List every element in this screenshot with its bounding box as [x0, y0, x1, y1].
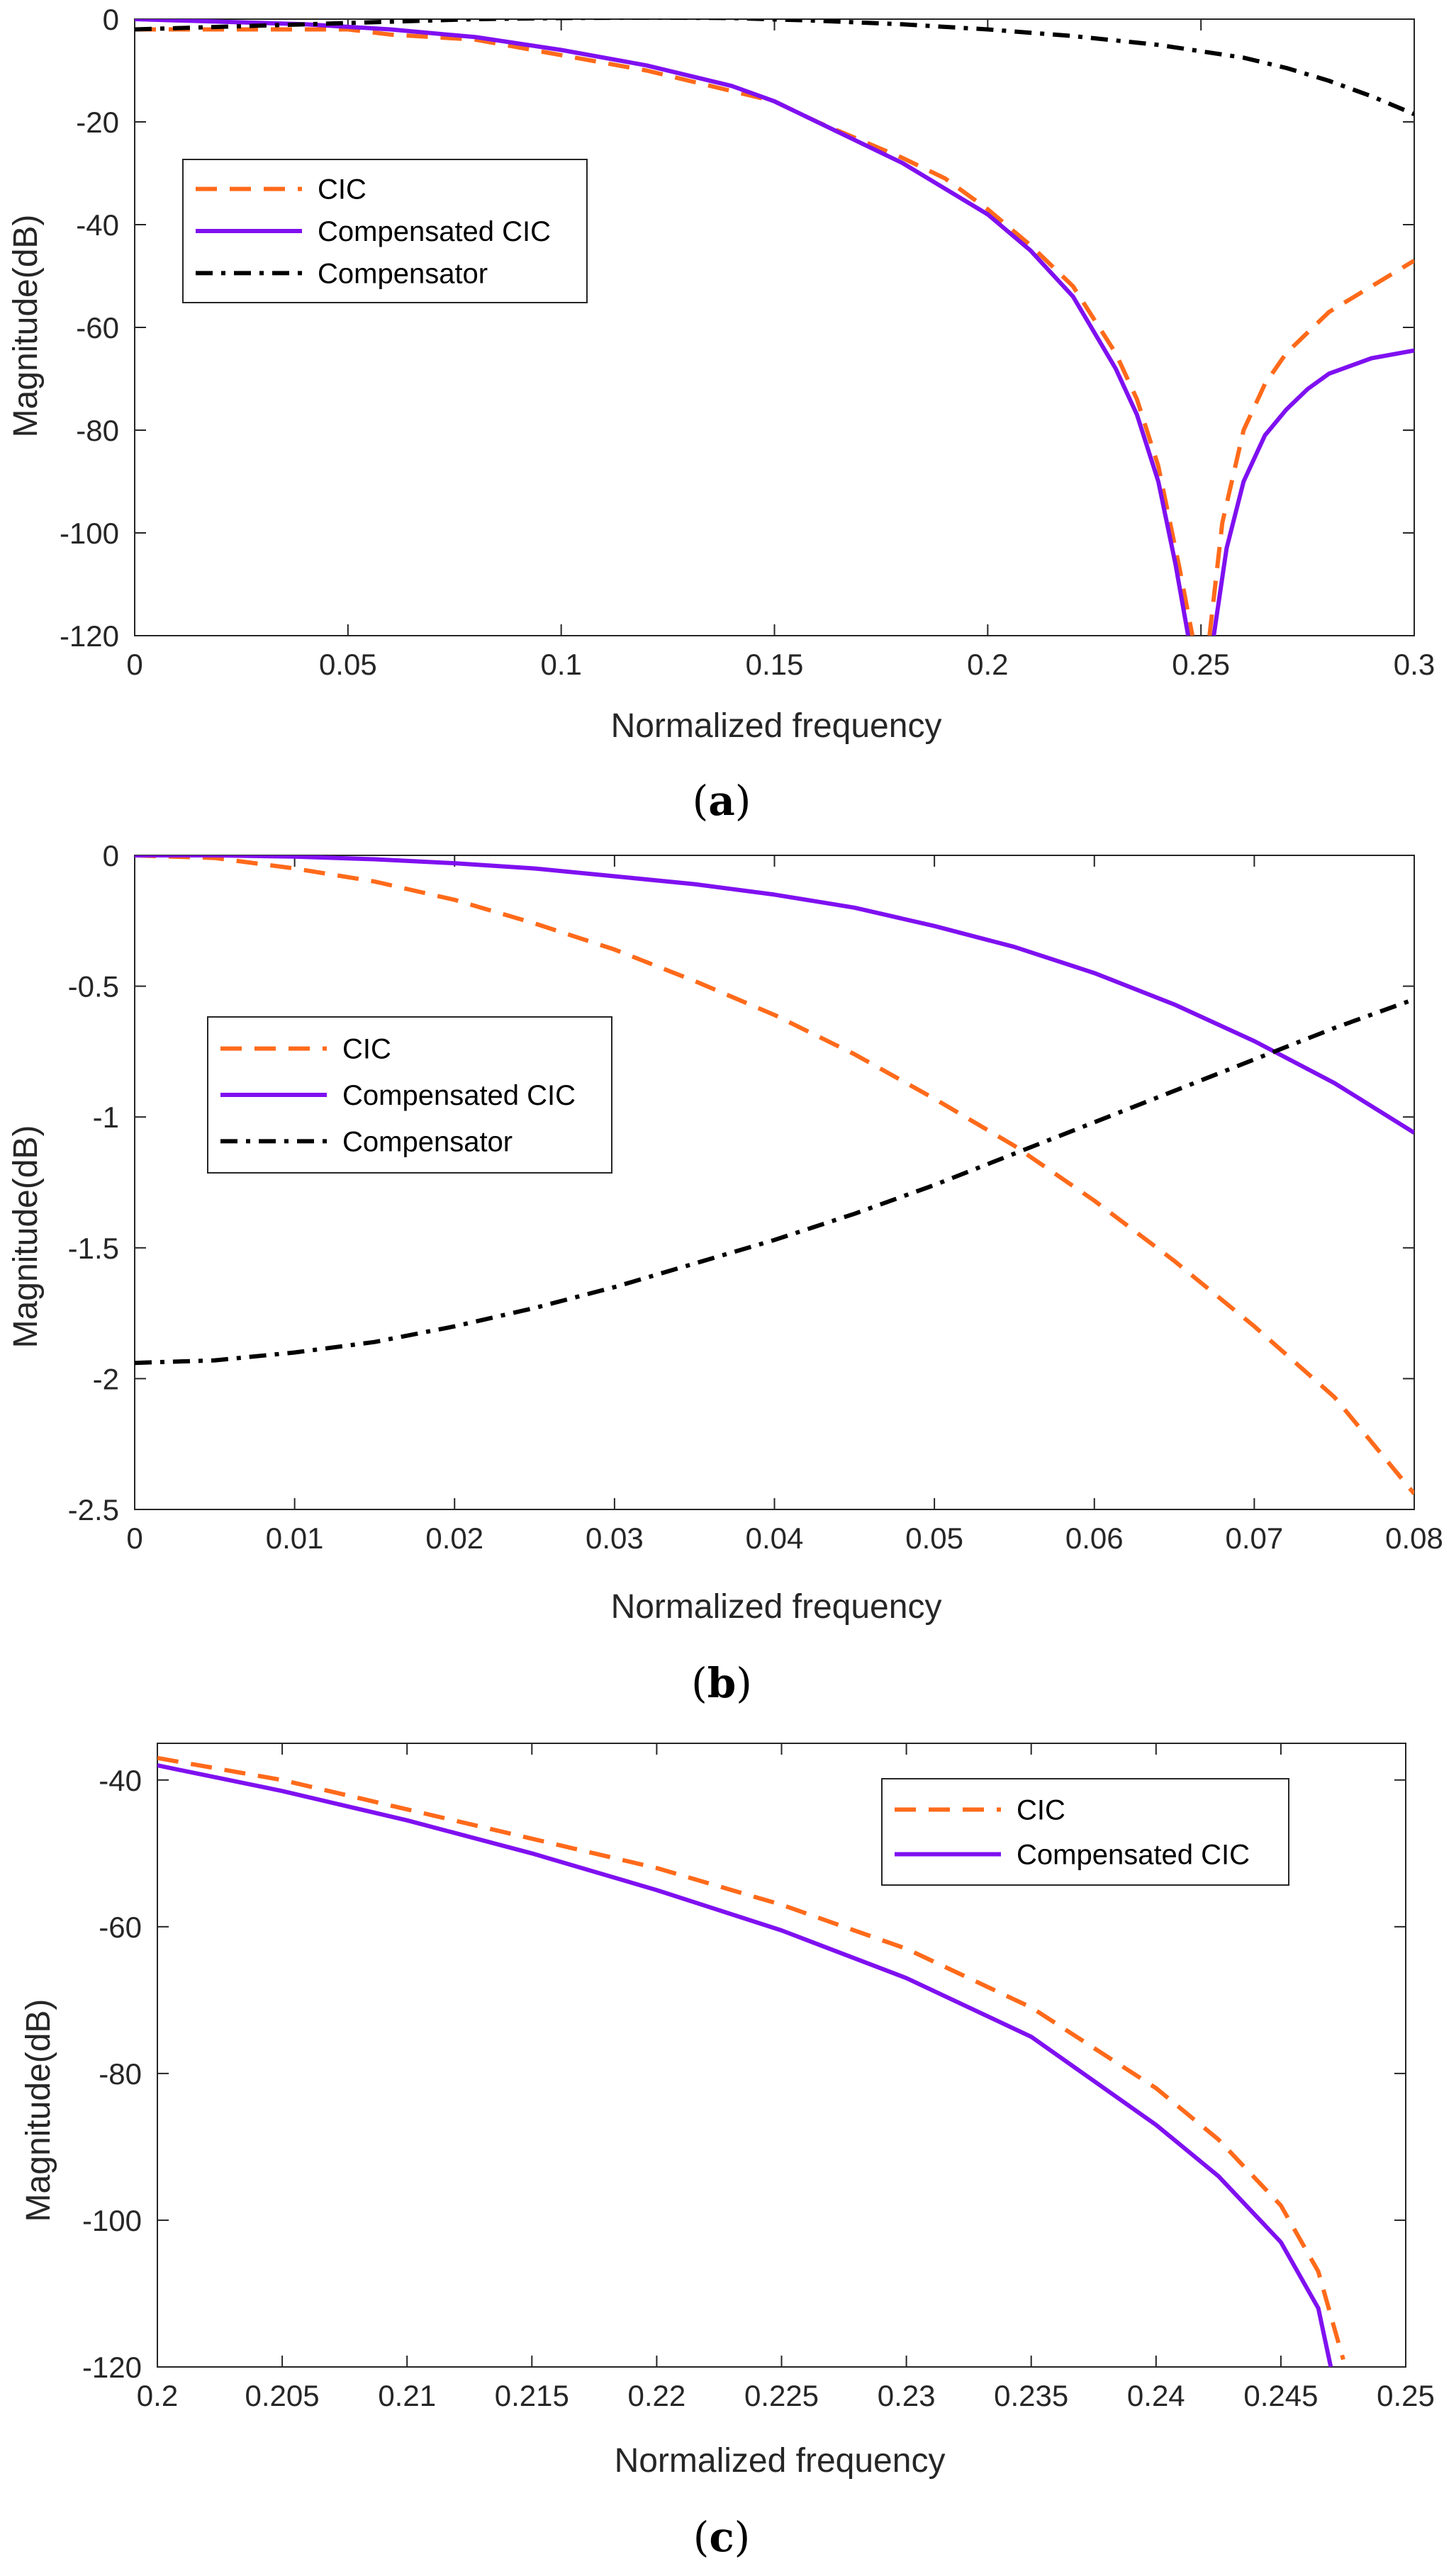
- y-tick-label: -80: [76, 414, 119, 447]
- plot-area: [134, 855, 1415, 1510]
- x-tick-label: 0.3: [1394, 648, 1435, 681]
- y-tick-label: -20: [76, 106, 119, 139]
- x-tick-label: 0.22: [628, 2379, 686, 2412]
- panel-b-ylabel: Magnitude(dB): [7, 1125, 45, 1349]
- legend-label: Compensated CIC: [318, 216, 551, 247]
- panel-c-xlabel: Normalized frequency: [615, 2442, 946, 2480]
- y-tick-label: -1: [93, 1101, 119, 1134]
- panel-b-xlabel: Normalized frequency: [611, 1588, 942, 1626]
- legend-label: Compensated CIC: [342, 1080, 576, 1111]
- panel-c-ylabel: Magnitude(dB): [20, 1999, 57, 2222]
- series-compensator: [135, 19, 1414, 116]
- x-tick-label: 0.23: [878, 2379, 936, 2412]
- x-tick-label: 0.25: [1172, 648, 1230, 681]
- legend-label: Compensator: [342, 1126, 513, 1157]
- legend-label: CIC: [1017, 1795, 1065, 1826]
- x-tick-label: 0: [126, 1522, 142, 1555]
- panel-c-chart: Magnitude(dB) Normalized frequency (c) 0…: [20, 1743, 1435, 2561]
- panel-b-chart: Magnitude(dB) Normalized frequency (b) 0…: [7, 839, 1443, 1707]
- x-tick-label: 0.05: [319, 648, 377, 681]
- y-tick-label: -120: [82, 2351, 142, 2384]
- legend-box: [881, 1778, 1289, 1886]
- series-compensated-cic: [135, 855, 1414, 1135]
- legend-label: Compensator: [318, 258, 488, 289]
- x-tick-label: 0.24: [1127, 2379, 1185, 2412]
- legend: CIC Compensated CIC: [881, 1778, 1289, 1886]
- x-tick-label: 0.03: [586, 1522, 644, 1555]
- x-tick-label: 0.02: [425, 1522, 483, 1555]
- x-tick-label: 0.215: [495, 2379, 569, 2412]
- x-tick-label: 0.08: [1385, 1522, 1443, 1555]
- y-tick-label: -2: [93, 1362, 119, 1395]
- y-tick-label: -80: [99, 2057, 142, 2091]
- legend-label: CIC: [342, 1034, 391, 1065]
- series-compensated-cic: [157, 1763, 1333, 2367]
- y-tick-label: -100: [60, 517, 119, 550]
- y-tick-label: -40: [76, 208, 119, 242]
- x-tick-label: 0.1: [540, 648, 581, 681]
- legend: CIC Compensated CIC Compensator: [207, 1016, 612, 1174]
- x-tick-label: 0.245: [1243, 2379, 1318, 2412]
- x-tick-label: 0.2: [137, 2379, 178, 2412]
- series-cic: [1207, 259, 1414, 636]
- panel-b-caption: (b): [691, 1659, 752, 1707]
- panel-c-caption: (c): [693, 2513, 751, 2561]
- x-tick-label: 0.07: [1226, 1522, 1284, 1555]
- legend: CIC Compensated CIC Compensator: [182, 159, 588, 303]
- x-tick-label: 0.04: [746, 1522, 804, 1555]
- y-tick-label: -120: [60, 619, 119, 653]
- y-tick-label: -0.5: [68, 970, 119, 1003]
- legend-label: CIC: [318, 174, 366, 206]
- panel-a-caption: (a): [693, 777, 751, 825]
- y-tick-label: -2.5: [68, 1493, 119, 1526]
- x-tick-label: 0.21: [378, 2379, 436, 2412]
- series-compensated-cic: [1211, 348, 1414, 636]
- y-tick-label: -60: [76, 311, 119, 344]
- series-cic: [135, 855, 1414, 1495]
- x-tick-label: 0.235: [994, 2379, 1068, 2412]
- x-tick-label: 0: [126, 648, 142, 681]
- series-cic: [157, 1755, 1345, 2361]
- x-tick-label: 0.06: [1065, 1522, 1124, 1555]
- y-tick-label: -40: [99, 1764, 142, 1797]
- y-tick-label: -60: [99, 1911, 142, 1944]
- x-tick-label: 0.205: [245, 2379, 320, 2412]
- y-tick-label: 0: [103, 839, 119, 872]
- y-tick-label: 0: [103, 3, 119, 36]
- panel-a-chart: Magnitude(dB) Normalized frequency (a) 0…: [7, 3, 1435, 825]
- x-tick-label: 0.225: [744, 2379, 819, 2412]
- x-tick-label: 0.05: [905, 1522, 963, 1555]
- x-tick-label: 0.2: [967, 648, 1008, 681]
- series-compensator: [135, 997, 1414, 1366]
- x-tick-label: 0.25: [1377, 2379, 1435, 2412]
- panel-a-ylabel: Magnitude(dB): [7, 215, 45, 438]
- plot-area: [134, 18, 1415, 636]
- x-tick-label: 0.01: [266, 1522, 324, 1555]
- x-tick-label: 0.15: [746, 648, 804, 681]
- series-compensated-cic: [135, 19, 1191, 636]
- panel-a-xlabel: Normalized frequency: [611, 707, 942, 745]
- y-tick-label: -100: [82, 2204, 142, 2237]
- legend-label: Compensated CIC: [1017, 1840, 1250, 1871]
- y-tick-label: -1.5: [68, 1232, 119, 1265]
